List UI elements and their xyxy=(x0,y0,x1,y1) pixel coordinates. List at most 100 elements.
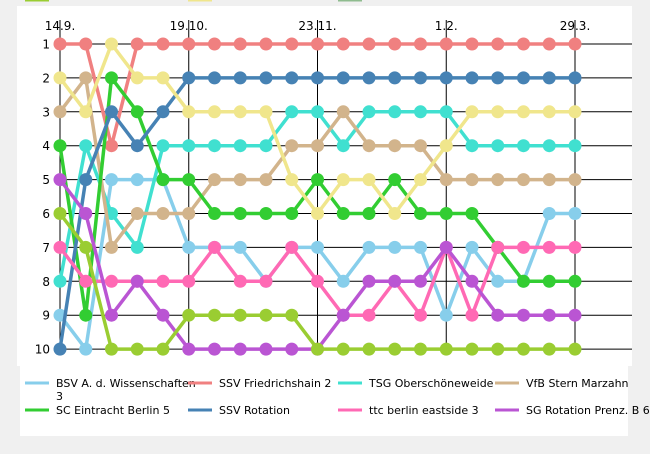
data-point xyxy=(53,342,67,356)
data-point xyxy=(311,37,324,51)
data-point xyxy=(182,139,196,153)
data-point xyxy=(362,71,376,85)
data-point xyxy=(414,105,427,119)
data-point xyxy=(233,105,247,119)
data-point xyxy=(336,308,350,322)
data-point xyxy=(259,342,273,356)
data-point xyxy=(79,105,93,119)
data-point xyxy=(233,71,247,85)
data-point xyxy=(542,173,556,187)
data-point xyxy=(182,71,196,85)
data-point xyxy=(285,139,299,153)
data-point xyxy=(362,274,376,288)
data-point xyxy=(311,342,324,356)
data-point xyxy=(568,139,582,153)
data-point xyxy=(439,342,453,356)
data-point xyxy=(362,37,376,51)
data-point xyxy=(130,342,144,356)
data-point xyxy=(53,139,67,153)
data-point xyxy=(465,139,479,153)
data-point xyxy=(336,71,350,85)
data-point xyxy=(156,105,170,119)
legend-label: ttc berlin eastside 3 xyxy=(369,404,479,417)
data-point xyxy=(259,105,273,119)
data-point xyxy=(285,342,299,356)
y-tick-label: 8 xyxy=(42,275,50,289)
legend-item: SSV Friedrichshain 2 xyxy=(188,377,331,390)
legend-label: SV Friedrichstadt 3 xyxy=(56,0,160,3)
data-point xyxy=(208,308,221,322)
y-tick-label: 6 xyxy=(42,207,50,221)
data-point xyxy=(233,274,247,288)
data-point xyxy=(285,173,299,187)
data-point xyxy=(465,240,479,254)
data-point xyxy=(542,139,556,153)
y-tick-label: 2 xyxy=(42,71,50,85)
data-point xyxy=(491,139,505,153)
data-point xyxy=(336,37,350,51)
data-point xyxy=(208,37,221,51)
data-point xyxy=(568,240,582,254)
data-point xyxy=(542,240,556,254)
data-point xyxy=(53,274,67,288)
data-point xyxy=(79,342,93,356)
data-point xyxy=(156,274,170,288)
data-point xyxy=(105,105,118,119)
data-point xyxy=(465,173,479,187)
data-point xyxy=(439,240,453,254)
data-point xyxy=(414,274,427,288)
data-point xyxy=(362,207,376,220)
data-point xyxy=(362,173,376,187)
legend-label: SSV Friedrichshain 2 xyxy=(219,377,331,390)
data-point xyxy=(336,274,350,288)
data-point xyxy=(156,37,170,51)
data-point xyxy=(53,240,67,254)
series-7 xyxy=(53,240,582,322)
data-point xyxy=(79,207,93,220)
data-point xyxy=(311,173,324,187)
legend-box xyxy=(20,366,628,436)
axis-layer: 1 2 3 4 5 6 7 8 9 10 14.9. 19.10. 23.11. 1.2. 29.3. xyxy=(35,19,591,357)
legend-item: SG Rotation Prenz. B 6 xyxy=(495,404,650,417)
data-point xyxy=(53,207,67,220)
data-point xyxy=(208,207,221,220)
data-point xyxy=(491,274,505,288)
data-point xyxy=(156,173,170,187)
data-point xyxy=(130,37,144,51)
data-point xyxy=(414,139,427,153)
data-point xyxy=(79,71,93,85)
data-point xyxy=(336,207,350,220)
data-point xyxy=(568,308,582,322)
data-point xyxy=(568,342,582,356)
data-point xyxy=(388,342,402,356)
legend-item: SC Eintracht Berlin 5 xyxy=(25,404,170,417)
data-point xyxy=(182,207,196,220)
data-point xyxy=(517,308,530,322)
data-point xyxy=(491,71,505,85)
data-point xyxy=(311,71,324,85)
data-point xyxy=(491,105,505,119)
data-point xyxy=(105,342,118,356)
data-point xyxy=(362,139,376,153)
y-tick-label: 5 xyxy=(42,173,50,187)
data-point xyxy=(233,240,247,254)
data-point xyxy=(259,207,273,220)
data-point xyxy=(208,105,221,119)
legend-label: TTV Preußen 90 5 xyxy=(218,0,316,3)
data-point xyxy=(388,139,402,153)
data-point xyxy=(491,37,505,51)
data-point xyxy=(568,71,582,85)
data-point xyxy=(568,207,582,220)
legend-label: SG Rotation Prenz. B 6 xyxy=(526,404,650,417)
data-point xyxy=(362,105,376,119)
data-point xyxy=(130,240,144,254)
data-point xyxy=(130,139,144,153)
data-point xyxy=(439,105,453,119)
data-point xyxy=(182,173,196,187)
data-point xyxy=(414,37,427,51)
data-point xyxy=(362,342,376,356)
data-point xyxy=(182,37,196,51)
data-point xyxy=(233,308,247,322)
data-point xyxy=(388,37,402,51)
data-point xyxy=(259,308,273,322)
